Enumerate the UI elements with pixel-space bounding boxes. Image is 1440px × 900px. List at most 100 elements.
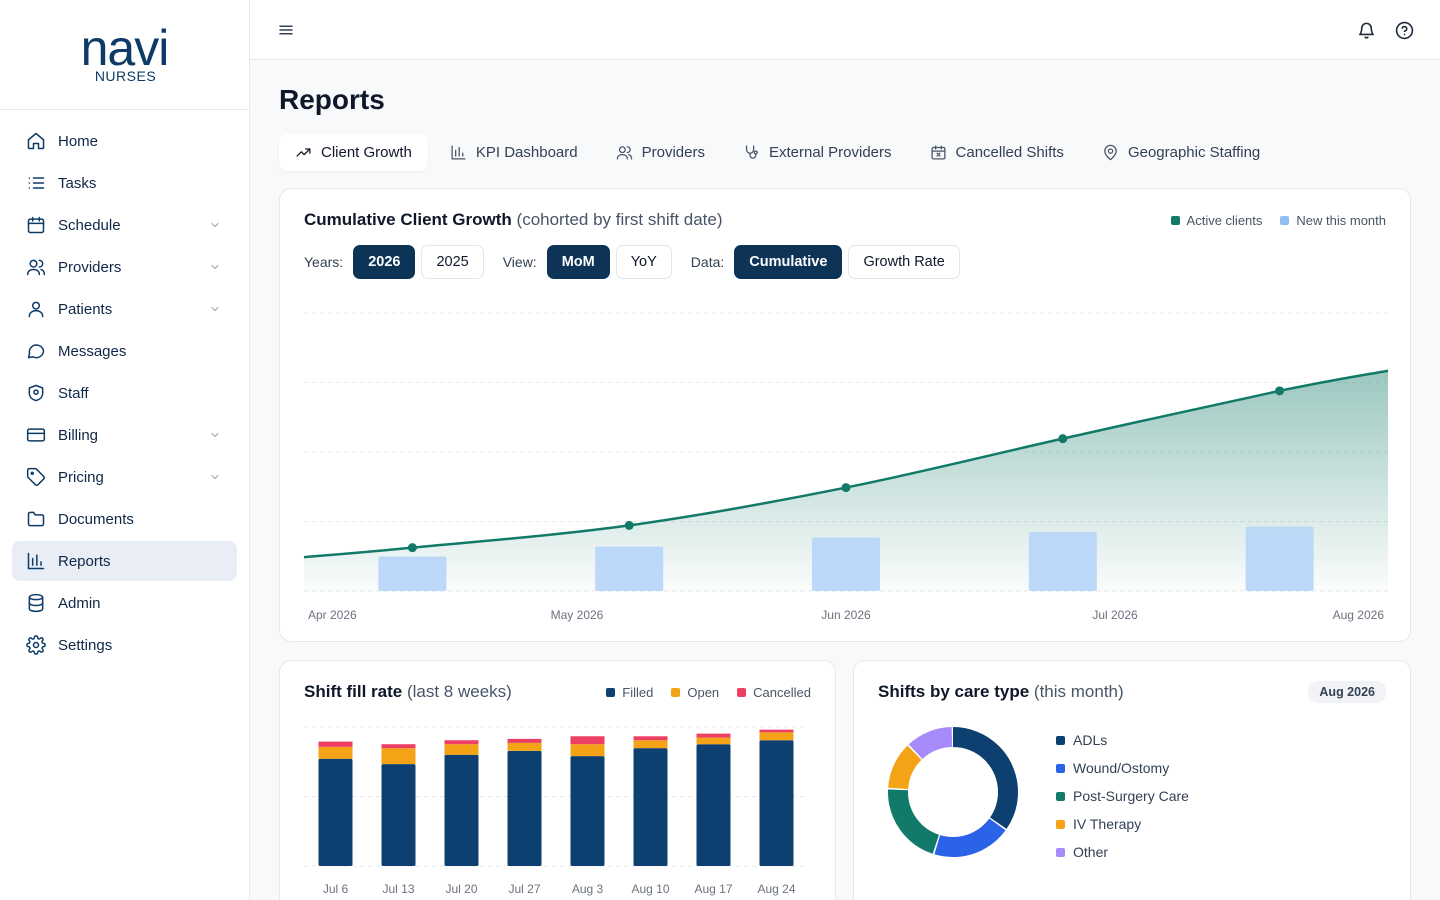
sidebar-item-label: Messages <box>58 342 127 360</box>
tab-providers[interactable]: Providers <box>600 134 721 171</box>
brand-logo[interactable]: navi NURSES <box>0 0 249 110</box>
sidebar-item-home[interactable]: Home <box>12 121 237 161</box>
cancelled-bar-segment[interactable] <box>696 733 731 738</box>
help-icon[interactable] <box>1395 21 1414 40</box>
data-cumulative-button[interactable]: Cumulative <box>734 245 843 279</box>
tab-geographic-staffing[interactable]: Geographic Staffing <box>1086 134 1276 171</box>
sidebar-item-providers[interactable]: Providers <box>12 247 237 287</box>
legend-label: Post-Surgery Care <box>1073 788 1189 804</box>
donut-slice[interactable] <box>888 727 1018 857</box>
tab-external-providers[interactable]: External Providers <box>727 134 908 171</box>
filled-bar-segment[interactable] <box>318 758 353 866</box>
cancelled-bar-segment[interactable] <box>381 744 416 749</box>
tab-kpi-dashboard[interactable]: KPI Dashboard <box>434 134 594 171</box>
report-tabs: Client Growth KPI Dashboard Providers Exter… <box>279 134 1282 171</box>
donut-slice[interactable] <box>888 727 1018 857</box>
view-mom-button[interactable]: MoM <box>546 245 610 279</box>
sidebar-nav: Home Tasks Schedule Providers Patients Messag… <box>0 110 249 665</box>
bell-icon[interactable] <box>1357 21 1376 40</box>
sidebar-item-label: Admin <box>58 594 101 612</box>
open-bar-segment[interactable] <box>318 746 353 759</box>
tab-client-growth[interactable]: Client Growth <box>279 134 428 171</box>
year-2026-button[interactable]: 2026 <box>353 245 416 279</box>
filled-bar-segment[interactable] <box>507 750 542 866</box>
sidebar-item-settings[interactable]: Settings <box>12 625 237 665</box>
view-yoy-button[interactable]: YoY <box>615 245 672 279</box>
chevron-down-icon[interactable] <box>209 261 221 273</box>
open-bar-segment[interactable] <box>444 744 479 755</box>
data-growth-rate-button[interactable]: Growth Rate <box>848 245 960 279</box>
donut-slice[interactable] <box>888 727 1018 857</box>
active-clients-point[interactable] <box>624 520 634 530</box>
cancelled-bar-segment[interactable] <box>444 740 479 745</box>
open-bar-segment[interactable] <box>507 742 542 751</box>
new-clients-bar[interactable] <box>812 537 880 591</box>
bar-chart-icon <box>26 551 46 571</box>
legend-label: Wound/Ostomy <box>1073 760 1170 776</box>
sidebar-item-reports[interactable]: Reports <box>12 541 237 581</box>
sidebar-item-label: Reports <box>58 552 111 570</box>
sidebar-item-admin[interactable]: Admin <box>12 583 237 623</box>
cancelled-bar-segment[interactable] <box>570 736 605 745</box>
sidebar-item-label: Schedule <box>58 216 121 234</box>
open-bar-segment[interactable] <box>696 737 731 745</box>
new-clients-bar[interactable] <box>1245 526 1314 591</box>
tab-label: Cancelled Shifts <box>955 144 1064 161</box>
tab-label: Geographic Staffing <box>1127 144 1261 161</box>
new-clients-bar[interactable] <box>378 556 447 591</box>
filled-bar-segment[interactable] <box>759 740 794 866</box>
fill-title-text: Shift fill rate <box>304 682 403 701</box>
new-clients-bar[interactable] <box>1028 532 1097 591</box>
sidebar-item-patients[interactable]: Patients <box>12 289 237 329</box>
gear-icon <box>26 635 46 655</box>
chevron-down-icon[interactable] <box>209 303 221 315</box>
x-tick-label: Apr 2026 <box>308 608 357 622</box>
growth-title-text: Cumulative Client Growth <box>304 210 512 229</box>
chevron-down-icon[interactable] <box>209 219 221 231</box>
fill-chart: Jul 6 Jul 13 Jul 20 Jul 27 Aug 3 Aug 10 Aug 17… <box>304 726 808 896</box>
sidebar-item-documents[interactable]: Documents <box>12 499 237 539</box>
active-clients-point[interactable] <box>407 543 417 553</box>
cancelled-bar-segment[interactable] <box>507 738 542 743</box>
year-2025-button[interactable]: 2025 <box>421 245 484 279</box>
sidebar-item-label: Settings <box>58 636 113 654</box>
sidebar-item-staff[interactable]: Staff <box>12 373 237 413</box>
cancelled-bar-segment[interactable] <box>318 741 353 747</box>
x-tick-label: Aug 24 <box>757 882 795 896</box>
open-bar-segment[interactable] <box>381 748 416 765</box>
filled-bar-segment[interactable] <box>633 748 668 866</box>
menu-icon[interactable] <box>277 21 295 39</box>
x-tick-label: Aug 10 <box>631 882 669 896</box>
brand-name: navi <box>80 19 170 76</box>
active-clients-point[interactable] <box>841 483 851 493</box>
open-bar-segment[interactable] <box>759 732 794 741</box>
sidebar-item-pricing[interactable]: Pricing <box>12 457 237 497</box>
filled-bar-segment[interactable] <box>381 764 416 866</box>
legend-item-new: New this month <box>1280 213 1386 228</box>
legend-swatch <box>1056 763 1065 773</box>
sidebar-item-tasks[interactable]: Tasks <box>12 163 237 203</box>
active-clients-point[interactable] <box>1058 434 1068 444</box>
sidebar-item-messages[interactable]: Messages <box>12 331 237 371</box>
legend-label: Active clients <box>1186 213 1263 228</box>
x-tick-label: Jul 13 <box>382 882 414 896</box>
chevron-down-icon[interactable] <box>209 471 221 483</box>
active-clients-point[interactable] <box>1275 386 1285 396</box>
open-bar-segment[interactable] <box>633 740 668 749</box>
cancelled-bar-segment[interactable] <box>633 736 668 741</box>
new-clients-bar[interactable] <box>595 546 664 591</box>
care-subtitle: (this month) <box>1033 682 1124 701</box>
calendar-icon <box>26 215 46 235</box>
sidebar-item-label: Tasks <box>58 174 97 192</box>
open-bar-segment[interactable] <box>570 744 605 757</box>
chevron-down-icon[interactable] <box>209 429 221 441</box>
filled-bar-segment[interactable] <box>696 744 731 866</box>
cancelled-bar-segment[interactable] <box>759 729 794 733</box>
brand-subtitle: NURSES <box>94 67 157 84</box>
sidebar-item-schedule[interactable]: Schedule <box>12 205 237 245</box>
filled-bar-segment[interactable] <box>570 756 605 866</box>
sidebar-item-billing[interactable]: Billing <box>12 415 237 455</box>
care-title-text: Shifts by care type <box>878 682 1030 701</box>
filled-bar-segment[interactable] <box>444 754 479 866</box>
tab-cancelled-shifts[interactable]: Cancelled Shifts <box>914 134 1080 171</box>
